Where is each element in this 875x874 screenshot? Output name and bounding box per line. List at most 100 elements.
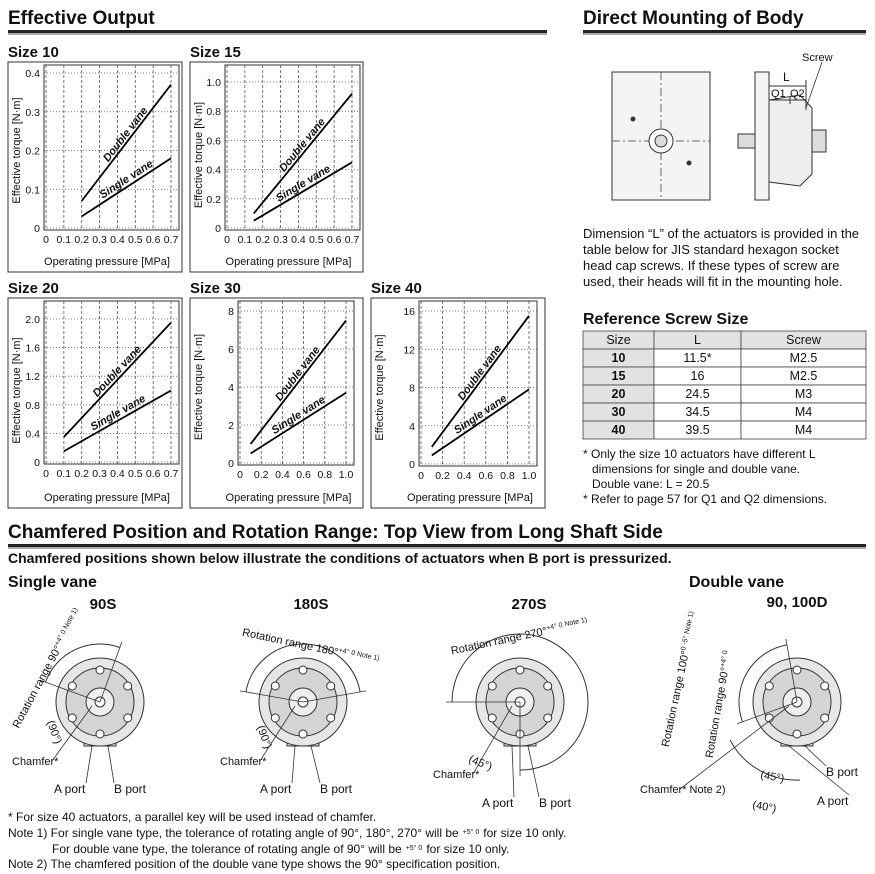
bolt-hole [820, 713, 830, 723]
y-tick-label: 1.6 [25, 343, 40, 355]
chamfer-label: Chamfer* [433, 769, 480, 781]
bolt-hole [543, 681, 553, 691]
x-axis-label: Operating pressure [MPa] [44, 256, 170, 268]
paragraph-line: used, their heads will fit in the mounti… [583, 274, 842, 289]
note-ref: Note 1) [564, 617, 588, 629]
y-tick-label: 0.6 [206, 135, 221, 147]
shaft [811, 129, 827, 153]
x-tick-label: 0 [43, 468, 49, 480]
line-series [431, 388, 530, 457]
drawing-line [804, 745, 827, 767]
x-tick-label: 0.3 [92, 468, 107, 480]
chart-frame [189, 61, 364, 273]
y-tick-label: 0 [228, 458, 234, 470]
drawing-line [39, 679, 101, 703]
drawing-line [511, 745, 515, 798]
footnote: Note 1) For single vane type, the tolera… [8, 826, 566, 840]
footnote: * For size 40 actuators, a parallel key … [8, 810, 376, 824]
y-tick-label: 0.1 [25, 184, 40, 196]
y-tick-label: 2 [228, 420, 234, 432]
table-cell [740, 420, 867, 440]
y-tick-label: 4 [409, 421, 415, 433]
chart-frame [370, 297, 546, 509]
section-heading: Chamfered Position and Rotation Range: T… [8, 522, 663, 543]
y-tick-label: 4 [228, 382, 234, 394]
x-axis-label: Operating pressure [MPa] [226, 256, 352, 268]
x-tick-label: 0.6 [146, 468, 161, 480]
series-label: Double vane [273, 344, 322, 403]
x-tick-label: 0.1 [57, 468, 72, 480]
table-title: Reference Screw Size [583, 311, 749, 328]
drawing-line [527, 745, 540, 798]
bolt-hole [820, 681, 830, 691]
series-label: Double vane [101, 105, 150, 164]
bolt-hole [123, 681, 133, 691]
bolt-hole [792, 729, 802, 739]
diagram-label: 270S [511, 596, 546, 613]
bolt-hole [67, 681, 77, 691]
x-axis-label: Operating pressure [MPa] [44, 492, 170, 504]
chamfer-label: Chamfer* [12, 756, 59, 768]
line-series [81, 84, 172, 202]
diagram-label: 180S [293, 596, 328, 613]
x-tick-label: 0.1 [238, 234, 253, 246]
tolerance: +5° 0 [406, 844, 423, 852]
table-text: 40 [612, 423, 626, 437]
drawing-line [788, 745, 850, 796]
x-tick-label: 0.4 [457, 470, 472, 482]
angle-label: (45°) [759, 769, 785, 785]
y-tick-label: 2.0 [25, 314, 40, 326]
tolerance: +5° 0 [463, 828, 480, 836]
x-axis-label: Operating pressure [MPa] [407, 492, 533, 504]
x-tick-label: 0.4 [275, 469, 290, 481]
table-text: 15 [612, 369, 626, 383]
chart-title: Size 15 [190, 44, 241, 61]
table-text: 24.5 [685, 387, 709, 401]
bolt-hole [270, 713, 280, 723]
paragraph-line: head cap screws. If these types of screw… [583, 258, 840, 273]
y-tick-label: 0.2 [25, 146, 40, 158]
note: * Only the size 10 actuators have differ… [583, 447, 816, 461]
bolt-hole [487, 713, 497, 723]
bolt-hole [95, 665, 105, 675]
chamfer-label: Chamfer* Note 2) [640, 784, 726, 796]
y-tick-label: 0.8 [206, 106, 221, 118]
rotation-arc [45, 643, 121, 683]
y-axis-label: Effective torque [N·m] [11, 337, 23, 443]
table-text: 11.5* [683, 351, 711, 365]
port-label: A port [54, 782, 86, 796]
chart-frame [7, 297, 183, 509]
bolt-hole [326, 681, 336, 691]
y-tick-label: 0.4 [25, 68, 40, 80]
bolt-hole [515, 665, 525, 675]
label: Q1 [771, 88, 786, 100]
y-axis-label: Effective torque [N·m] [374, 334, 386, 440]
footnote-tail: for size 10 only. [426, 842, 509, 856]
tolerance: +4° 0 [545, 621, 563, 632]
x-tick-label: 1.0 [522, 470, 537, 482]
shaft [737, 133, 756, 149]
y-tick-label: 0 [409, 459, 415, 471]
port-label: B port [539, 796, 572, 810]
chart-title: Size 40 [371, 280, 422, 297]
table-text: 39.5 [685, 423, 709, 437]
x-tick-label: 0 [224, 234, 230, 246]
drawing-line [107, 745, 115, 784]
footnote: Note 2) The chamfered position of the do… [8, 857, 500, 871]
y-tick-label: 0.3 [25, 107, 40, 119]
bolt-hole [543, 713, 553, 723]
y-tick-label: 6 [228, 344, 234, 356]
drawing-line [85, 745, 93, 784]
tolerance: +4° 0 [719, 650, 730, 668]
y-axis-label: Effective torque [N·m] [193, 102, 205, 208]
table-text: M2.5 [790, 369, 818, 383]
plot-area [43, 300, 180, 465]
plot-area [224, 64, 361, 231]
screw-hole [630, 116, 636, 122]
line-series [250, 391, 347, 455]
y-tick-label: 0 [34, 223, 40, 235]
table-text: 10 [612, 351, 626, 365]
subheading: Single vane [8, 574, 97, 591]
note: * Refer to page 57 for Q1 and Q2 dimensi… [583, 492, 827, 506]
rotation-range: Rotation range 90°+4° 0 [703, 650, 735, 759]
